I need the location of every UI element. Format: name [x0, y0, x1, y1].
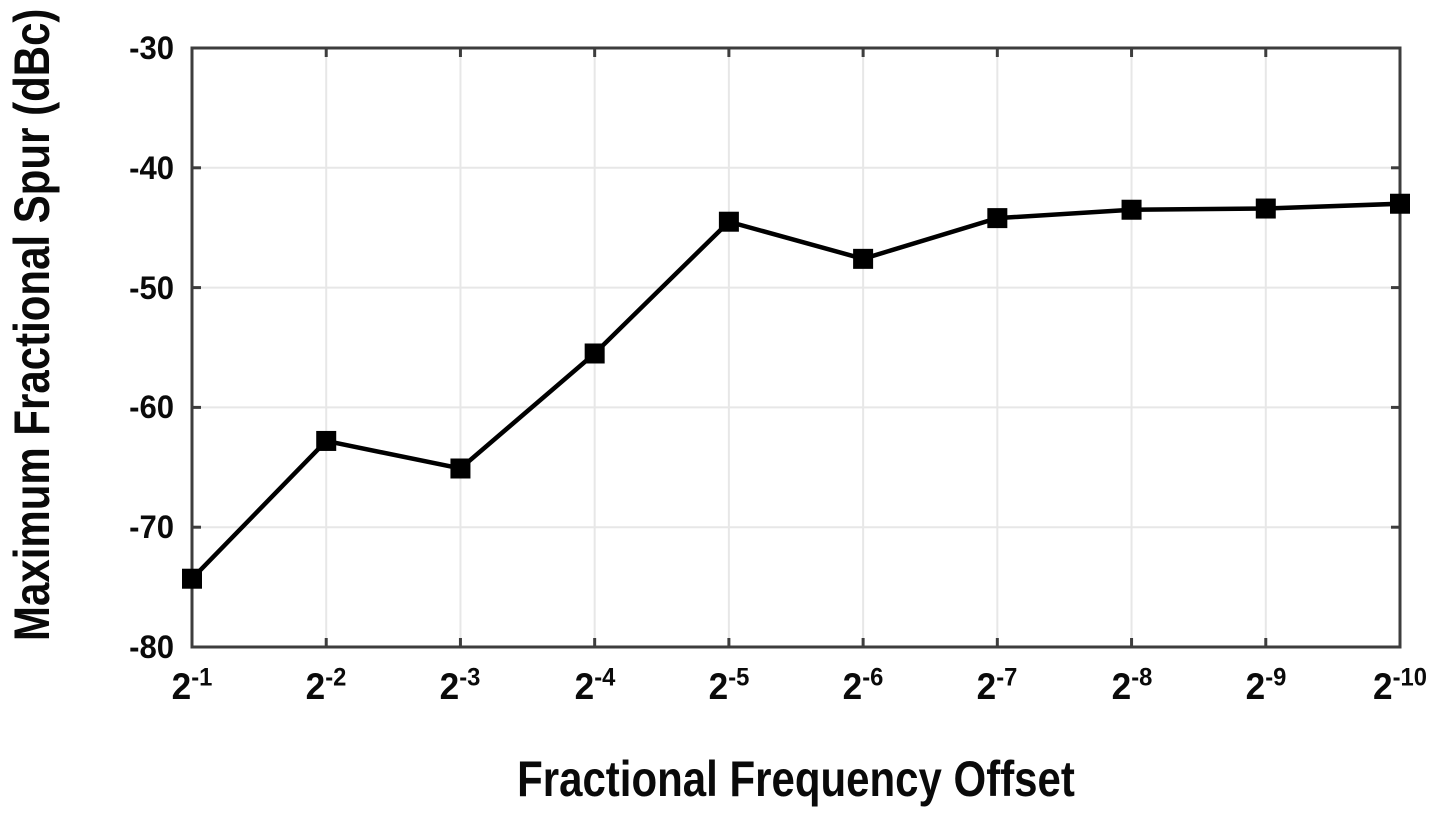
x-tick-base: 2: [1111, 666, 1131, 707]
data-line: [190, 201, 1401, 581]
x-tick-exponent: -5: [728, 663, 750, 692]
data-marker: [182, 568, 202, 589]
x-tick-base: 2: [574, 666, 594, 707]
x-tick-exponent: -10: [1392, 663, 1427, 692]
x-tick-label: 2-3: [394, 664, 527, 710]
x-tick-exponent: -1: [191, 663, 213, 692]
x-tick-label: 2-4: [528, 664, 661, 710]
x-tick-base: 2: [976, 666, 997, 707]
data-marker: [718, 211, 739, 232]
x-tick-label: 2-5: [662, 664, 795, 710]
x-tick-label: 2-10: [1334, 664, 1444, 710]
x-tick-base: 2: [1245, 666, 1265, 707]
data-marker: [316, 430, 337, 451]
x-tick-exponent: -8: [1130, 663, 1152, 692]
data-marker: [450, 458, 471, 479]
data-marker: [584, 343, 605, 364]
x-tick-base: 2: [440, 666, 460, 707]
y-axis-title: Maximum Fractional Spur (dBc): [4, 8, 60, 641]
y-tick-label: -60: [129, 389, 174, 426]
data-marker: [853, 248, 874, 269]
y-tick-label: -50: [129, 269, 174, 306]
x-tick-label: 2-6: [797, 664, 930, 710]
x-tick-label: 2-9: [1199, 664, 1332, 710]
x-tick-label: 2-8: [1065, 664, 1198, 710]
x-tick-exponent: -4: [593, 663, 615, 692]
plot-frame: [190, 46, 1402, 649]
x-tick-base: 2: [708, 666, 729, 707]
x-tick-exponent: -6: [862, 663, 884, 692]
data-marker: [1121, 199, 1142, 220]
data-marker: [1255, 198, 1276, 219]
x-tick-base: 2: [842, 666, 863, 707]
y-tick-label: -40: [129, 149, 174, 186]
y-tick-label: -80: [129, 629, 174, 665]
y-tick-label: -30: [129, 30, 174, 66]
x-tick-exponent: -2: [325, 663, 347, 692]
x-tick-base: 2: [1373, 666, 1393, 707]
y-tick-label: -70: [129, 509, 174, 546]
x-axis-title: Fractional Frequency Offset: [517, 751, 1075, 807]
x-tick-base: 2: [171, 666, 192, 707]
data-marker: [1390, 193, 1410, 214]
x-tick-exponent: -7: [996, 663, 1018, 692]
x-tick-label: 2-1: [126, 664, 259, 710]
x-tick-base: 2: [305, 666, 326, 707]
data-marker: [987, 208, 1008, 229]
x-tick-label: 2-2: [260, 664, 393, 710]
x-tick-exponent: -3: [459, 663, 481, 692]
x-tick-label: 2-7: [931, 664, 1064, 710]
x-tick-exponent: -9: [1264, 663, 1287, 692]
